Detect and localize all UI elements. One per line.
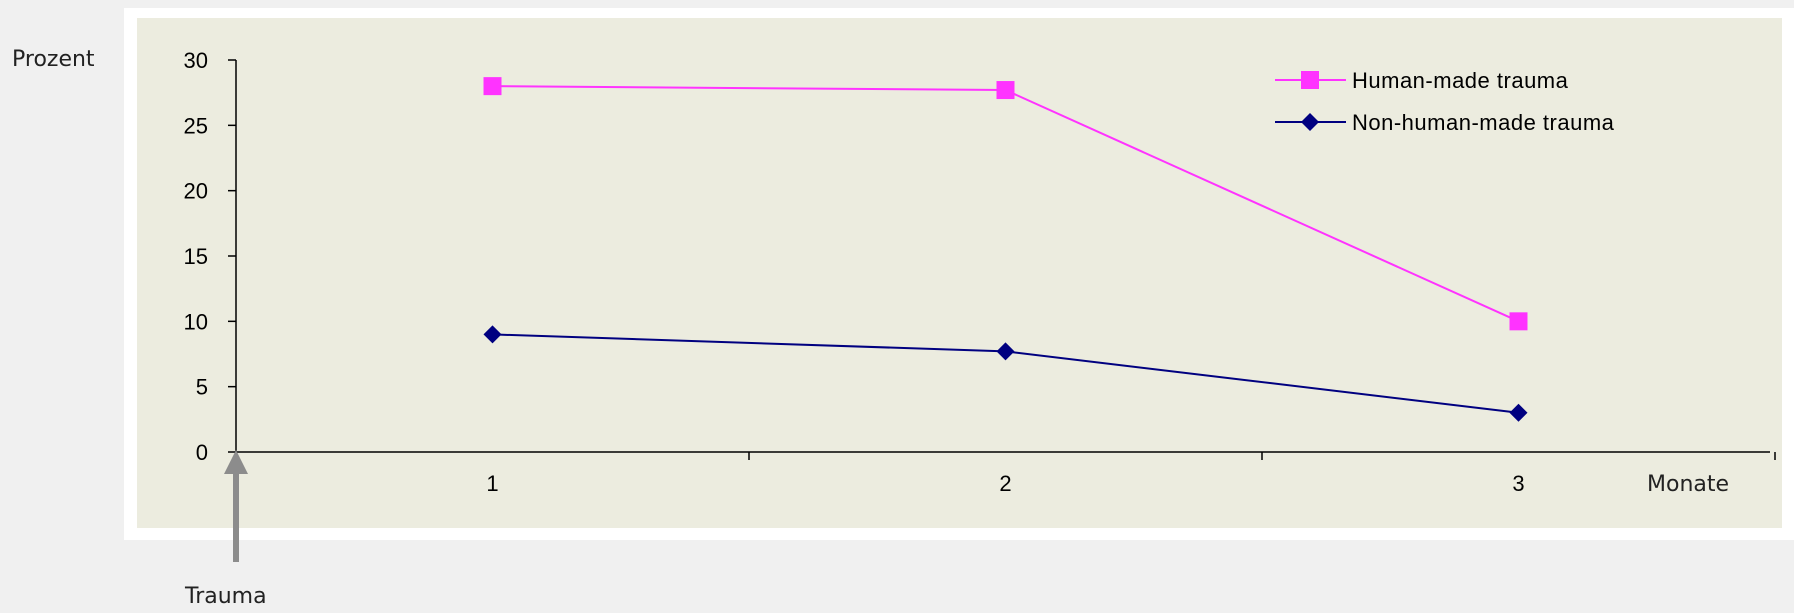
y-tick-label: 10 — [184, 309, 208, 334]
legend: Human-made trauma Non-human-made trauma — [1275, 68, 1615, 135]
y-axis-ticks: 0 5 10 15 20 25 30 — [184, 48, 236, 465]
data-point — [996, 81, 1015, 100]
x-tick-label: 2 — [999, 471, 1011, 496]
y-tick-label: 15 — [184, 244, 208, 269]
data-point — [483, 325, 502, 344]
trauma-arrow-head — [224, 450, 248, 474]
data-point — [483, 77, 502, 96]
series-1 — [483, 77, 1528, 331]
y-tick-label: 5 — [196, 375, 208, 400]
y-tick-label: 20 — [184, 179, 208, 204]
x-tick-label: 3 — [1512, 471, 1524, 496]
y-tick-label: 25 — [184, 113, 208, 138]
trauma-label: Trauma — [184, 584, 267, 609]
legend-swatch-marker — [1301, 113, 1319, 131]
trauma-arrow — [224, 450, 248, 562]
legend-swatch-marker — [1301, 71, 1319, 89]
legend-label: Non-human-made trauma — [1352, 110, 1615, 135]
legend-label: Human-made trauma — [1352, 68, 1569, 93]
data-point — [1509, 312, 1528, 331]
y-axis-label: Prozent — [12, 47, 95, 72]
x-axis-label: Monate — [1647, 472, 1729, 497]
data-point — [996, 342, 1015, 361]
y-tick-label: 0 — [196, 440, 208, 465]
series-2 — [483, 325, 1528, 422]
series-layer — [483, 77, 1528, 422]
data-point — [1509, 403, 1528, 422]
x-tick-label: 1 — [486, 471, 498, 496]
plot-area — [137, 18, 1782, 528]
y-tick-label: 30 — [184, 48, 208, 73]
x-axis-ticks: 1 2 3 — [486, 452, 1776, 496]
